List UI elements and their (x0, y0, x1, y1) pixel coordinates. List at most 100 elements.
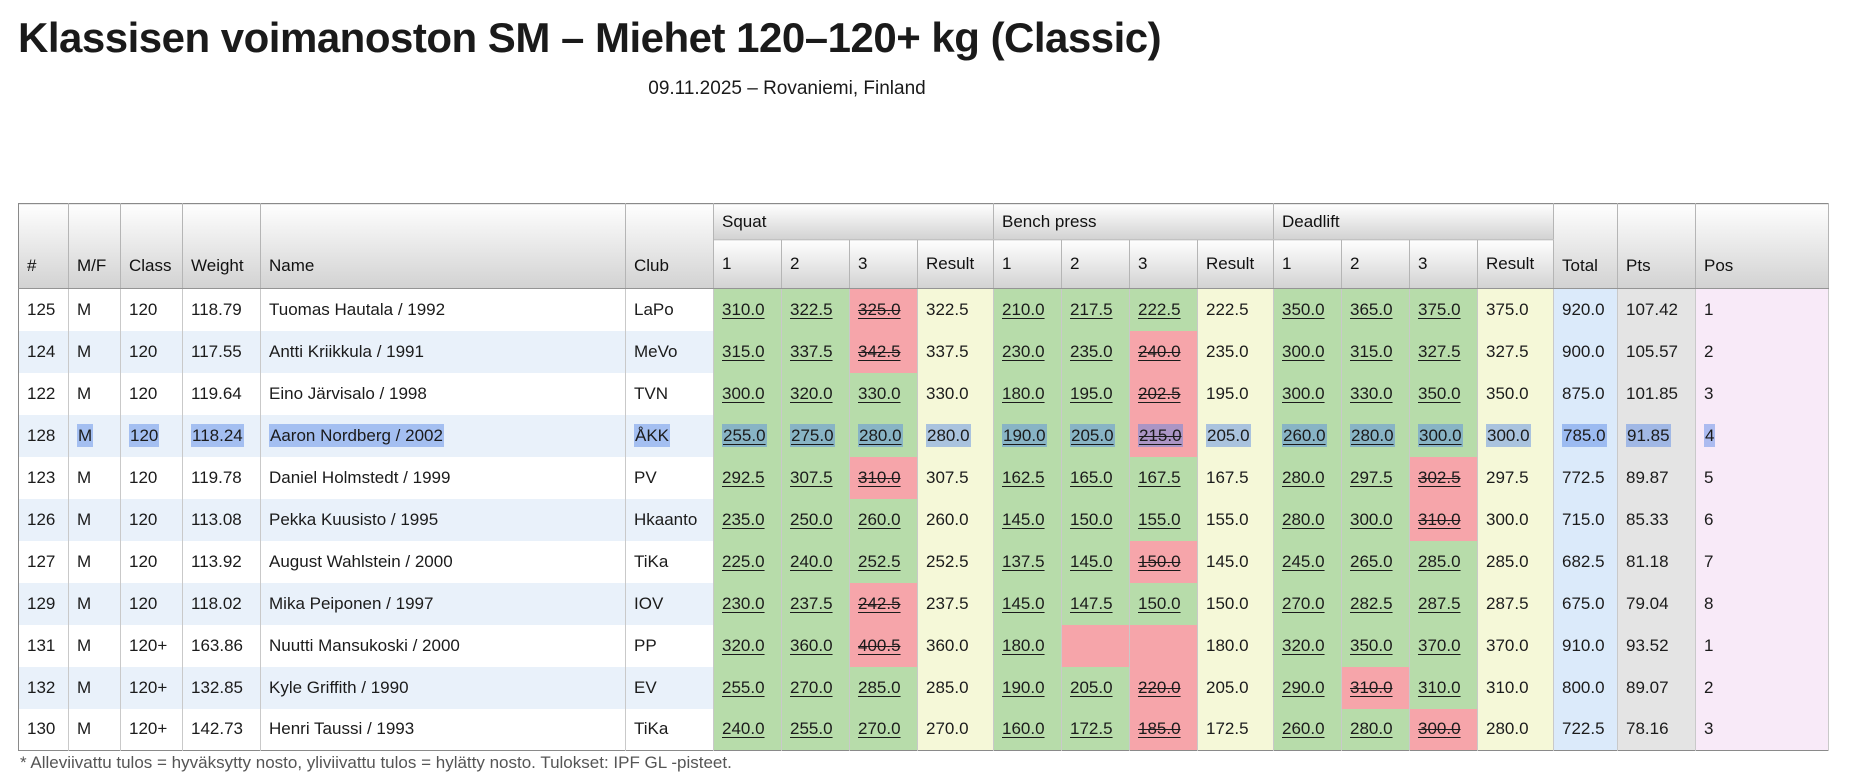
attempt-link[interactable]: 252.5 (858, 551, 901, 571)
attempt-link[interactable]: 365.0 (1350, 299, 1393, 319)
attempt-link[interactable]: 240.0 (790, 551, 833, 571)
attempt-link[interactable]: 255.0 (722, 677, 765, 697)
cell-points: 107.42 (1617, 288, 1697, 331)
attempt-link[interactable]: 375.0 (1418, 299, 1461, 319)
attempt-link[interactable]: 202.5 (1138, 383, 1181, 403)
attempt-link[interactable]: 290.0 (1282, 677, 1325, 697)
attempt-link[interactable]: 250.0 (790, 509, 833, 529)
attempt-link[interactable]: 240.0 (722, 719, 765, 739)
attempt-link[interactable]: 260.0 (1282, 719, 1325, 739)
attempt-link[interactable]: 205.0 (1070, 677, 1113, 697)
attempt-link[interactable]: 237.5 (790, 593, 833, 613)
attempt-link[interactable]: 337.5 (790, 341, 833, 361)
attempt-link[interactable]: 350.0 (1282, 299, 1325, 319)
attempt-link[interactable]: 350.0 (1418, 383, 1461, 403)
attempt-link[interactable]: 280.0 (858, 423, 903, 447)
attempt-link[interactable]: 310.0 (1350, 677, 1393, 697)
attempt-link[interactable]: 230.0 (722, 593, 765, 613)
attempt-link[interactable]: 222.5 (1138, 299, 1181, 319)
attempt-link[interactable]: 287.5 (1418, 593, 1461, 613)
attempt-link[interactable]: 195.0 (1070, 383, 1113, 403)
attempt-link[interactable]: 137.5 (1002, 551, 1045, 571)
attempt-link[interactable]: 280.0 (1350, 423, 1395, 447)
attempt-link[interactable]: 280.0 (1350, 719, 1393, 739)
attempt-link[interactable]: 215.0 (1138, 423, 1183, 447)
cell-deadlift-result: 375.0 (1477, 288, 1555, 331)
attempt-link[interactable]: 300.0 (1418, 719, 1461, 739)
attempt-link[interactable]: 235.0 (722, 509, 765, 529)
attempt-link[interactable]: 147.5 (1070, 593, 1113, 613)
attempt-link[interactable]: 225.0 (722, 551, 765, 571)
attempt-link[interactable]: 300.0 (1282, 383, 1325, 403)
attempt-link[interactable]: 330.0 (1350, 383, 1393, 403)
attempt-link[interactable]: 360.0 (790, 635, 833, 655)
attempt-link[interactable]: 190.0 (1002, 677, 1045, 697)
attempt-link[interactable]: 210.0 (1002, 299, 1045, 319)
attempt-link[interactable]: 315.0 (1350, 341, 1393, 361)
attempt-link[interactable]: 220.0 (1138, 677, 1181, 697)
attempt-link[interactable]: 150.0 (1138, 593, 1181, 613)
attempt-link[interactable]: 292.5 (722, 467, 765, 487)
attempt-link[interactable]: 235.0 (1070, 341, 1113, 361)
attempt-link[interactable]: 307.5 (790, 467, 833, 487)
attempt-link[interactable]: 255.0 (722, 423, 767, 447)
attempt-link[interactable]: 330.0 (858, 383, 901, 403)
attempt-link[interactable]: 165.0 (1070, 467, 1113, 487)
attempt-link[interactable]: 327.5 (1418, 341, 1461, 361)
attempt-link[interactable]: 150.0 (1138, 551, 1181, 571)
attempt-link[interactable]: 145.0 (1002, 593, 1045, 613)
attempt-link[interactable]: 160.0 (1002, 719, 1045, 739)
attempt-link[interactable]: 270.0 (858, 719, 901, 739)
attempt-link[interactable]: 155.0 (1138, 509, 1181, 529)
attempt-link[interactable]: 320.0 (790, 383, 833, 403)
attempt-link[interactable]: 260.0 (858, 509, 901, 529)
attempt-link[interactable]: 310.0 (1418, 509, 1461, 529)
attempt-link[interactable]: 320.0 (1282, 635, 1325, 655)
attempt-link[interactable]: 315.0 (722, 341, 765, 361)
attempt-link[interactable]: 320.0 (722, 635, 765, 655)
attempt-link[interactable]: 180.0 (1002, 635, 1045, 655)
attempt-link[interactable]: 265.0 (1350, 551, 1393, 571)
attempt-link[interactable]: 255.0 (790, 719, 833, 739)
attempt-link[interactable]: 145.0 (1002, 509, 1045, 529)
attempt-link[interactable]: 310.0 (1418, 677, 1461, 697)
attempt-link[interactable]: 270.0 (790, 677, 833, 697)
attempt-link[interactable]: 300.0 (1418, 423, 1463, 447)
attempt-link[interactable]: 185.0 (1138, 719, 1181, 739)
attempt-link[interactable]: 300.0 (722, 383, 765, 403)
attempt-link[interactable]: 172.5 (1070, 719, 1113, 739)
attempt-link[interactable]: 285.0 (858, 677, 901, 697)
attempt-link[interactable]: 370.0 (1418, 635, 1461, 655)
attempt-link[interactable]: 275.0 (790, 423, 835, 447)
attempt-link[interactable]: 310.0 (858, 467, 901, 487)
attempt-link[interactable]: 310.0 (722, 299, 765, 319)
attempt-link[interactable]: 280.0 (1282, 467, 1325, 487)
attempt-link[interactable]: 297.5 (1350, 467, 1393, 487)
attempt-link[interactable]: 280.0 (1282, 509, 1325, 529)
attempt-link[interactable]: 230.0 (1002, 341, 1045, 361)
attempt-link[interactable]: 285.0 (1418, 551, 1461, 571)
attempt-link[interactable]: 282.5 (1350, 593, 1393, 613)
attempt-link[interactable]: 145.0 (1070, 551, 1113, 571)
attempt-link[interactable]: 270.0 (1282, 593, 1325, 613)
attempt-link[interactable]: 300.0 (1350, 509, 1393, 529)
attempt-link[interactable]: 300.0 (1282, 341, 1325, 361)
attempt-link[interactable]: 217.5 (1070, 299, 1113, 319)
attempt-link[interactable]: 167.5 (1138, 467, 1181, 487)
cell-deadlift-attempt-1: 350.0 (1273, 288, 1342, 331)
attempt-link[interactable]: 342.5 (858, 341, 901, 361)
attempt-link[interactable]: 260.0 (1282, 423, 1327, 447)
attempt-link[interactable]: 190.0 (1002, 423, 1047, 447)
attempt-link[interactable]: 325.0 (858, 299, 901, 319)
attempt-link[interactable]: 180.0 (1002, 383, 1045, 403)
attempt-link[interactable]: 150.0 (1070, 509, 1113, 529)
attempt-link[interactable]: 400.5 (858, 635, 901, 655)
attempt-link[interactable]: 350.0 (1350, 635, 1393, 655)
attempt-link[interactable]: 322.5 (790, 299, 833, 319)
attempt-link[interactable]: 205.0 (1070, 423, 1115, 447)
attempt-link[interactable]: 242.5 (858, 593, 901, 613)
attempt-link[interactable]: 162.5 (1002, 467, 1045, 487)
attempt-link[interactable]: 302.5 (1418, 467, 1461, 487)
attempt-link[interactable]: 245.0 (1282, 551, 1325, 571)
attempt-link[interactable]: 240.0 (1138, 341, 1181, 361)
